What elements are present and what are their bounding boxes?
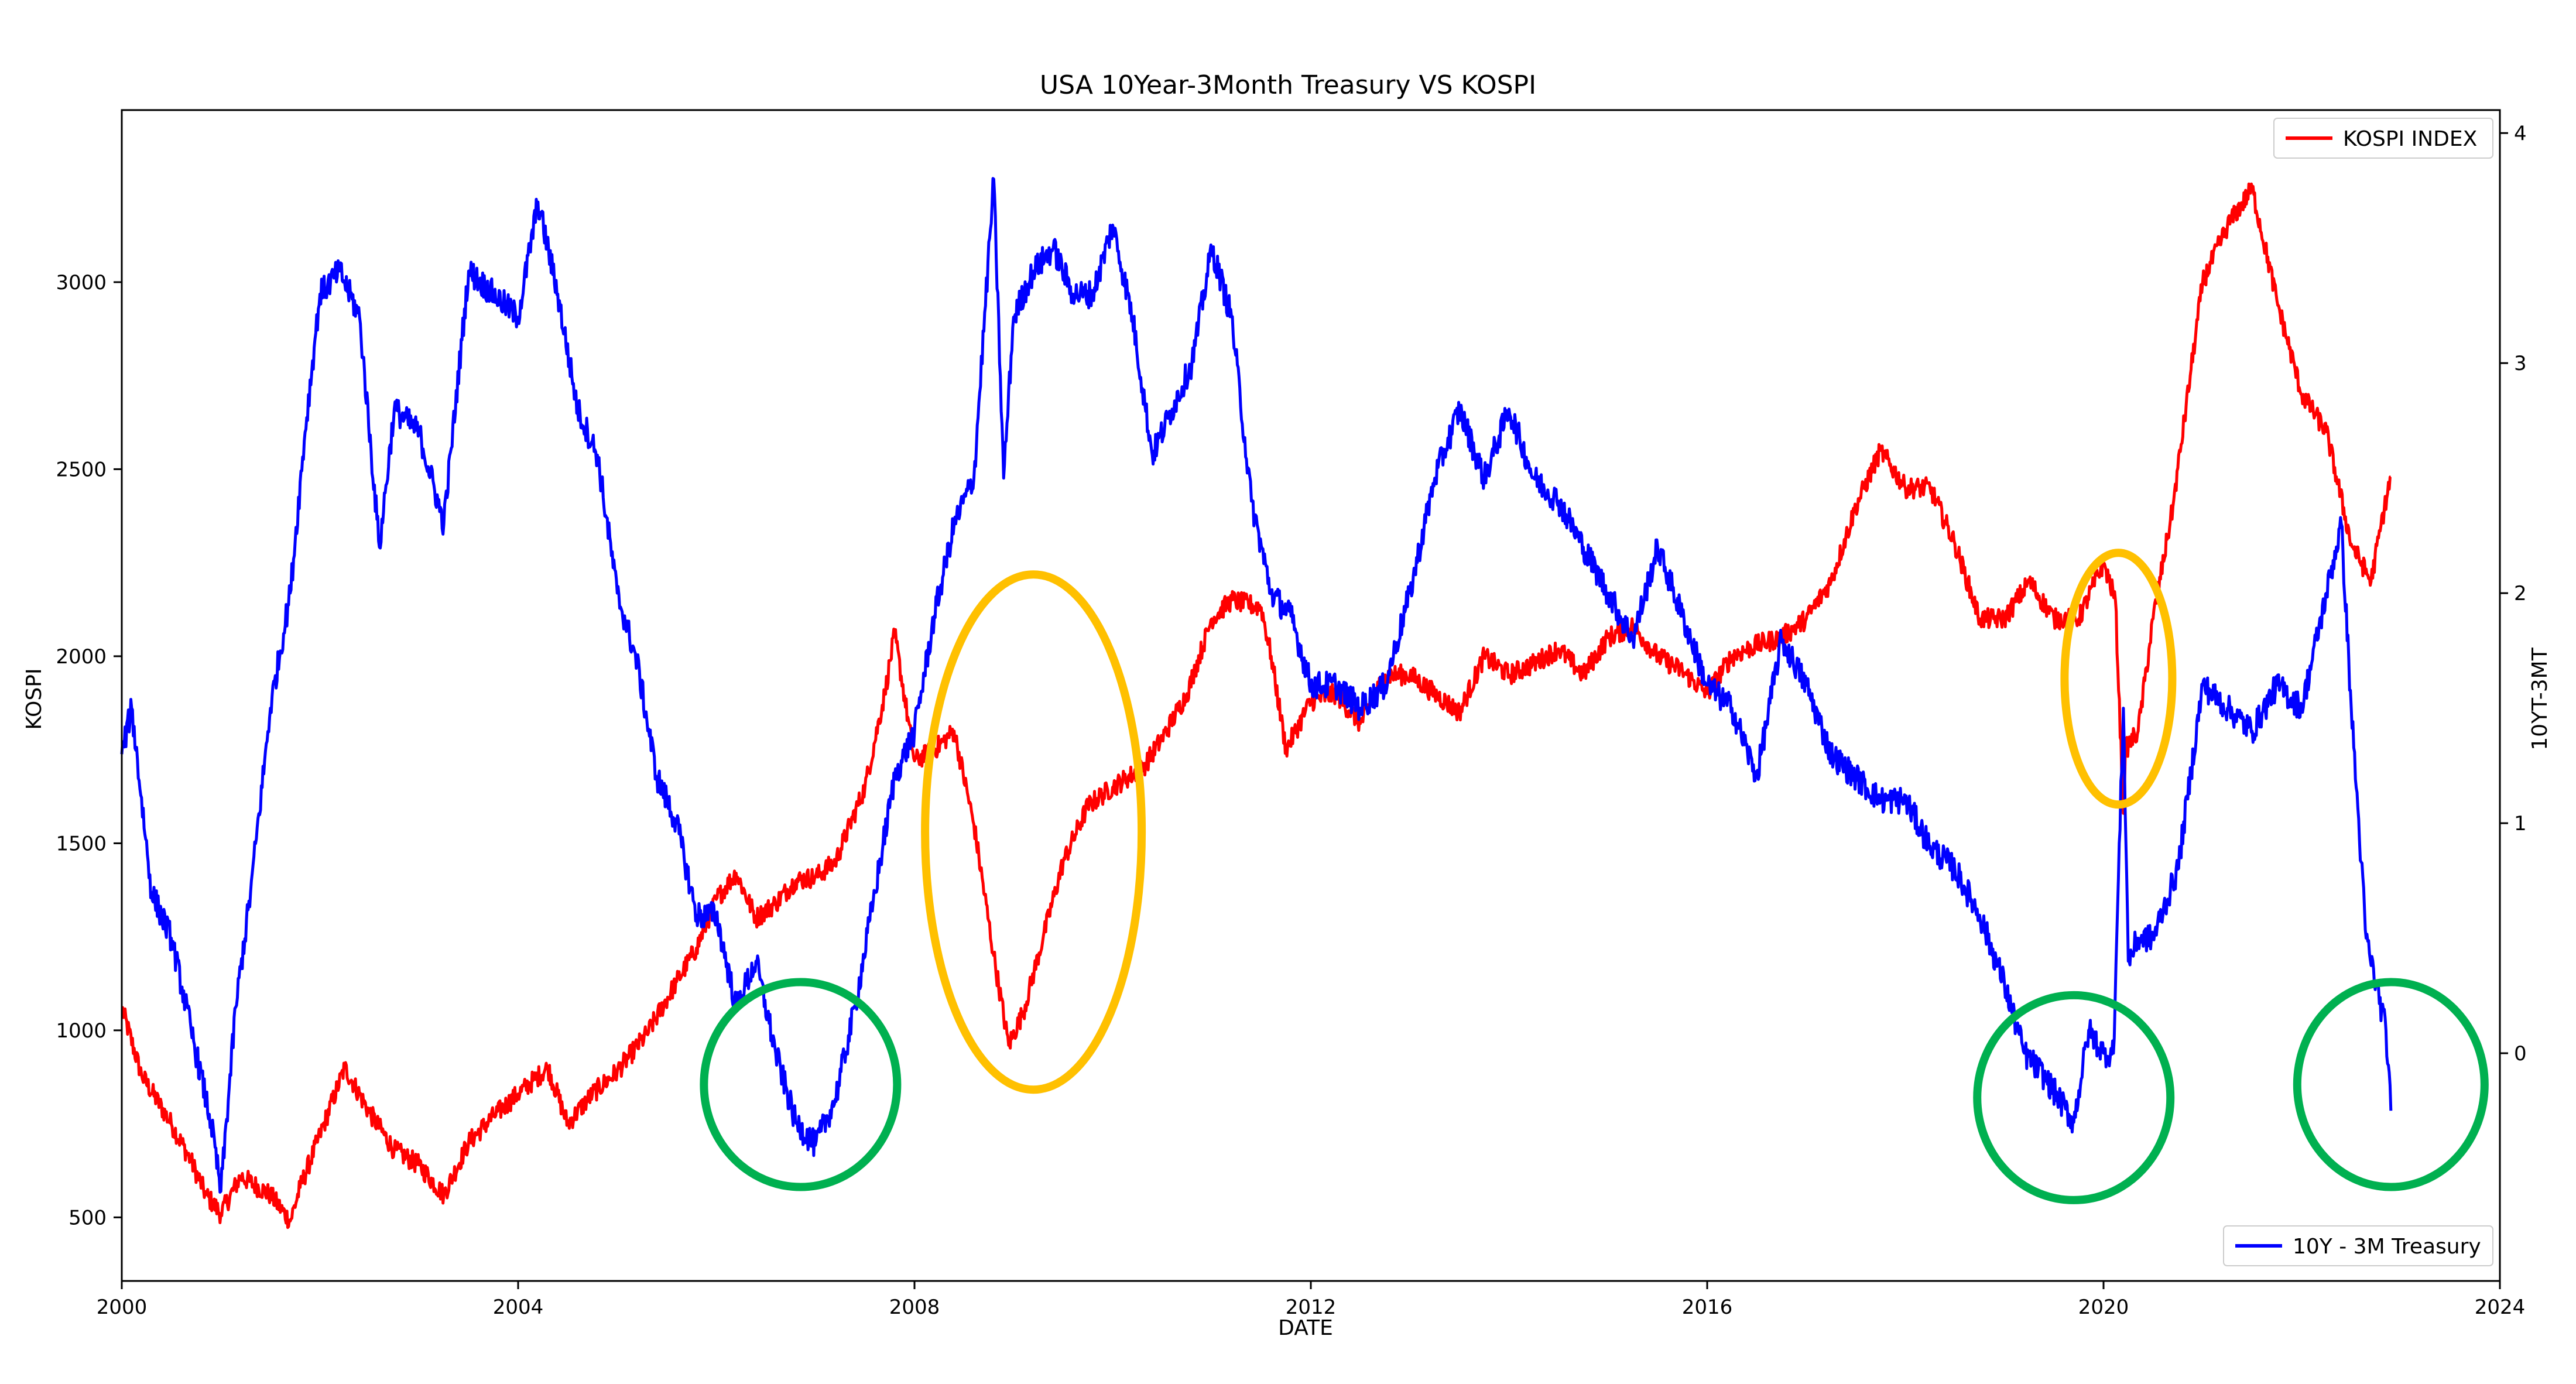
y-right-tick-label: 3 [2514,352,2527,375]
x-tick-label: 2020 [2078,1296,2129,1319]
x-tick-label: 2004 [493,1296,544,1319]
y-axis-left-label: KOSPI [22,668,46,729]
treasury-spread-series-line [120,177,2393,1194]
y-right-tick-label: 0 [2514,1042,2527,1066]
yellow-highlight-circle [921,570,1146,1094]
green-highlight-circle [2293,978,2489,1191]
x-tick-label: 2016 [1682,1296,1733,1319]
chart-title: USA 10Year-3Month Treasury VS KOSPI [1040,70,1536,100]
y-right-tick-label: 2 [2514,582,2527,605]
y-right-tick-label: 4 [2514,122,2527,145]
legend-bottom-label: 10Y - 3M Treasury [2293,1235,2481,1259]
legend-bottom-box [2223,1225,2493,1266]
plot-area [120,177,2393,1229]
legend-top: KOSPI INDEX [2273,118,2493,159]
annotation-layer [700,549,2489,1204]
legend-top-box [2273,118,2493,159]
kospi-series-line [121,182,2392,1229]
green-highlight-circle [700,978,902,1191]
green-highlight-circle [1973,991,2175,1204]
y-left-tick-label: 3000 [56,271,107,294]
yellow-highlight-circle [2060,549,2177,809]
y-left-tick-label: 2500 [56,458,107,481]
y-left-tick-label: 500 [68,1206,107,1229]
x-tick-label: 2008 [889,1296,940,1319]
x-tick-label: 2012 [1286,1296,1337,1319]
legend-top-label: KOSPI INDEX [2343,127,2477,151]
legend-bottom: 10Y - 3M Treasury [2223,1225,2493,1266]
y-left-tick-label: 1500 [56,832,107,855]
y-axis-right-label: 10YT-3MT [2528,647,2552,750]
y-right-tick-label: 1 [2514,812,2527,835]
x-tick-label: 2024 [2475,1296,2526,1319]
y-left-tick-label: 2000 [56,645,107,669]
axes: 2000 2004 2008 2012 2016 2020 2024 500 1000 1500 2… [56,109,2527,1319]
x-tick-label: 2000 [97,1296,148,1319]
y-left-tick-label: 1000 [56,1019,107,1043]
x-axis-label: DATE [1278,1316,1333,1340]
